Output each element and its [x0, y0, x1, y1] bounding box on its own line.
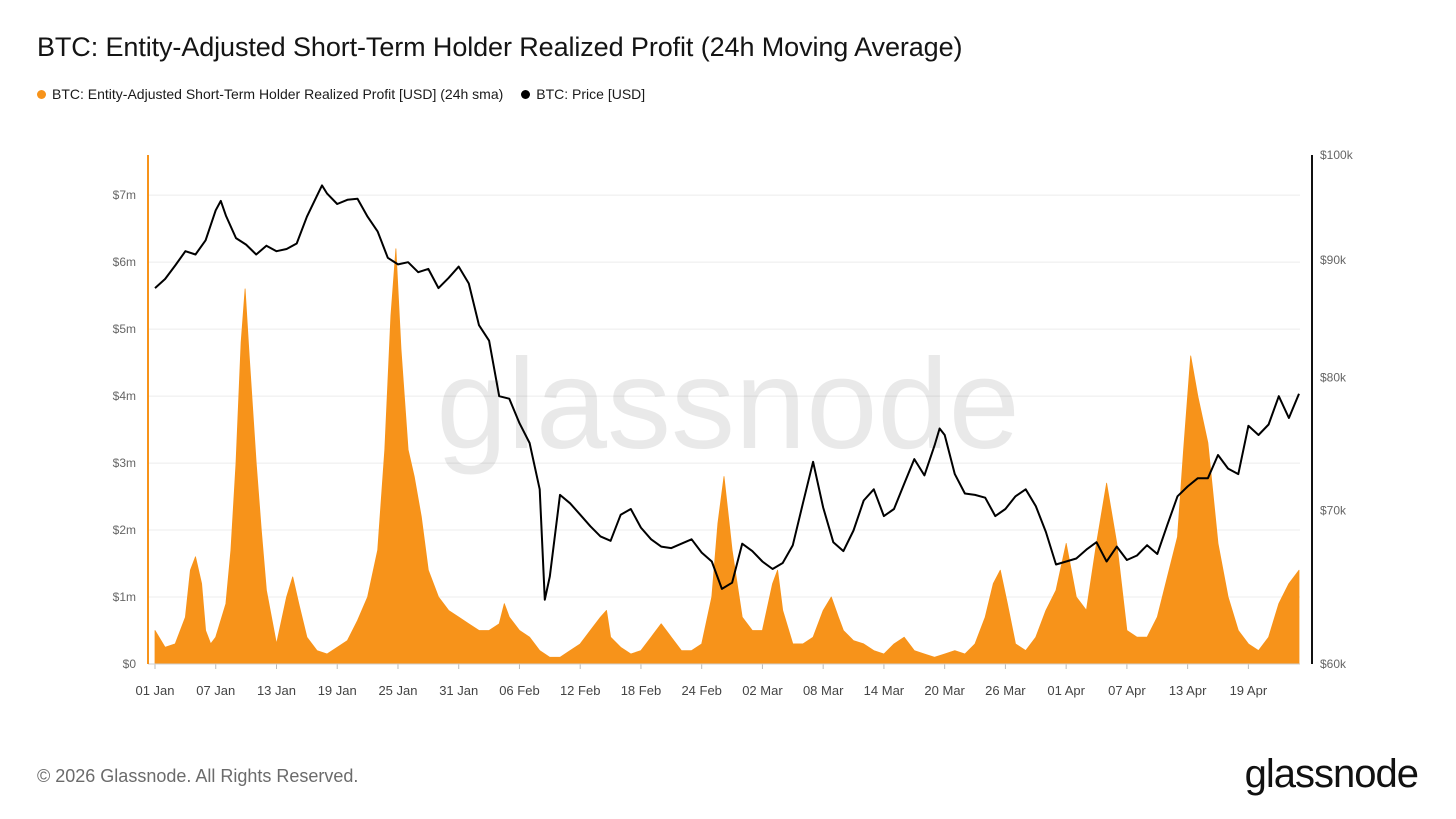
x-tick-label: 19 Apr [1230, 683, 1268, 698]
x-tick-label: 08 Mar [803, 683, 844, 698]
x-tick-label: 07 Jan [196, 683, 235, 698]
y-left-tick-label: $0 [123, 657, 137, 671]
y-right-tick-label: $70k [1320, 503, 1347, 517]
x-tick-label: 07 Apr [1108, 683, 1146, 698]
legend-label-realized-profit: BTC: Entity-Adjusted Short-Term Holder R… [52, 86, 504, 102]
chart-title: BTC: Entity-Adjusted Short-Term Holder R… [37, 32, 963, 62]
y-right-tick-label: $60k [1320, 657, 1347, 671]
legend-item-price[interactable]: BTC: Price [USD] [521, 86, 645, 102]
y-left-tick-label: $3m [113, 456, 136, 470]
x-tick-label: 01 Jan [135, 683, 174, 698]
realized-profit-area [154, 248, 1300, 665]
y-left-tick-label: $4m [113, 389, 136, 403]
y-left-tick-label: $5m [113, 322, 136, 336]
x-tick-label: 12 Feb [560, 683, 600, 698]
y-right-tick-label: $80k [1320, 370, 1347, 384]
legend-item-realized-profit[interactable]: BTC: Entity-Adjusted Short-Term Holder R… [37, 86, 503, 102]
y-left-tick-label: $2m [113, 523, 136, 537]
legend-swatch-price [521, 89, 531, 99]
price-series [154, 184, 1300, 601]
x-tick-label: 25 Jan [378, 683, 417, 698]
x-tick-label: 13 Jan [257, 683, 296, 698]
y-right-tick-label: $100k [1320, 148, 1354, 162]
x-tick-label: 24 Feb [681, 683, 721, 698]
x-tick-label: 19 Jan [318, 683, 357, 698]
x-tick-label: 06 Feb [499, 683, 539, 698]
y-left-tick-label: $7m [113, 188, 136, 202]
y-right-tick-label: $90k [1320, 253, 1347, 267]
legend-swatch-realized-profit [37, 89, 46, 99]
x-tick-label: 18 Feb [621, 683, 661, 698]
tick-labels: $0 $1m $2m $3m $4m $5m $6m $7m $60k $70k $80k $90k $… [113, 148, 1354, 698]
x-tick-label: 26 Mar [985, 683, 1026, 698]
glassnode-logo: glassnode [1244, 752, 1419, 796]
legend-label-price: BTC: Price [USD] [536, 86, 646, 102]
x-tick-label: 02 Mar [742, 683, 783, 698]
x-tick-label: 14 Mar [864, 683, 905, 698]
price-line [154, 184, 1300, 601]
y-left-tick-label: $1m [113, 590, 136, 604]
y-left-tick-label: $6m [113, 255, 136, 269]
x-tick-label: 31 Jan [439, 683, 478, 698]
x-tick-label: 01 Apr [1047, 683, 1085, 698]
realized-profit-series [154, 248, 1300, 665]
watermark: glassnode [436, 333, 1020, 476]
x-tick-label: 20 Mar [924, 683, 965, 698]
x-tick-label: 13 Apr [1169, 683, 1207, 698]
chart-axes [147, 155, 1313, 669]
chart-legend: BTC: Entity-Adjusted Short-Term Holder R… [37, 86, 663, 102]
copyright-footer: © 2026 Glassnode. All Rights Reserved. [37, 766, 359, 786]
